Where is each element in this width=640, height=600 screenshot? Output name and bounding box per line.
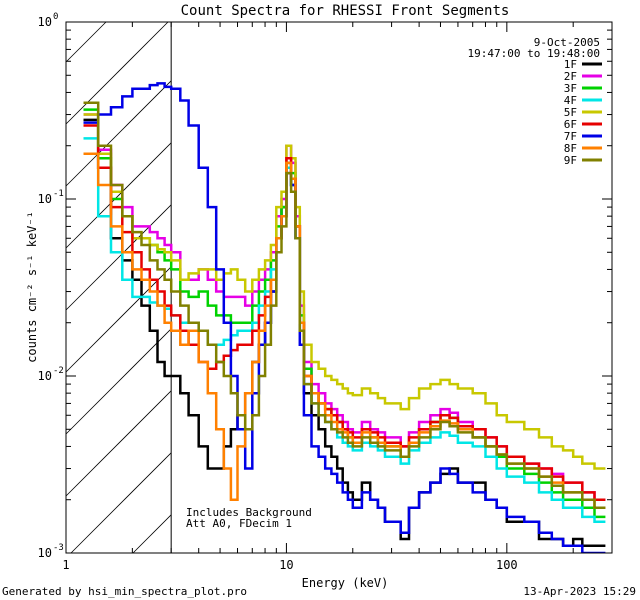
series-line-9f xyxy=(83,101,606,510)
legend-date: 9-Oct-2005 xyxy=(534,36,600,49)
hatch-line xyxy=(70,452,172,554)
hatch-line xyxy=(65,80,172,187)
legend-label-7f: 7F xyxy=(564,130,577,143)
hatch-line xyxy=(65,21,169,125)
series-line-7f xyxy=(83,82,606,553)
y-tick-label: 10 xyxy=(38,546,52,560)
spectra-series xyxy=(83,82,606,553)
hatch-line xyxy=(132,514,172,554)
legend-label-2f: 2F xyxy=(564,70,577,83)
y-tick-exponent: -3 xyxy=(53,543,64,553)
legend-label-9f: 9F xyxy=(564,154,577,167)
hatch-line xyxy=(65,390,172,497)
chart-title: Count Spectra for RHESSI Front Segments xyxy=(181,3,510,19)
plot-frame xyxy=(65,21,613,554)
y-axis-label: counts cm⁻² s⁻¹ keV⁻¹ xyxy=(25,211,39,363)
series-line-5f xyxy=(83,113,606,470)
x-tick-label: 1 xyxy=(62,558,69,572)
y-tick-label: 10 xyxy=(38,15,52,29)
legend-label-3f: 3F xyxy=(564,82,577,95)
legend-label-1f: 1F xyxy=(564,58,577,71)
legend-label-8f: 8F xyxy=(564,142,577,155)
y-tick-label: 10 xyxy=(38,192,52,206)
annotation-background: Includes Background xyxy=(186,506,312,519)
x-axis-label: Energy (keV) xyxy=(302,576,389,590)
x-tick-label: 10 xyxy=(279,558,293,572)
hatch-line xyxy=(65,266,172,373)
legend-label-6f: 6F xyxy=(564,118,577,131)
legend-label-4f: 4F xyxy=(564,94,577,107)
legend-label-5f: 5F xyxy=(564,106,577,119)
hatch-line xyxy=(65,204,172,311)
x-tick-label: 100 xyxy=(496,558,518,572)
hatch-line xyxy=(65,142,172,249)
annotation-attenuator: Att A0, FDecim 1 xyxy=(186,517,292,530)
y-tick-label: 10 xyxy=(38,369,52,383)
y-tick-exponent: -2 xyxy=(53,366,64,376)
footer-generated-by: Generated by hsi_min_spectra_plot.pro xyxy=(2,585,247,598)
legend-time-range: 19:47:00 to 19:48:00 xyxy=(468,47,600,60)
footer-timestamp: 13-Apr-2023 15:29 xyxy=(523,585,636,598)
y-tick-exponent: 0 xyxy=(53,12,58,22)
hatch-line xyxy=(65,21,107,63)
y-tick-exponent: -1 xyxy=(53,189,64,199)
hatch-line xyxy=(65,328,172,435)
